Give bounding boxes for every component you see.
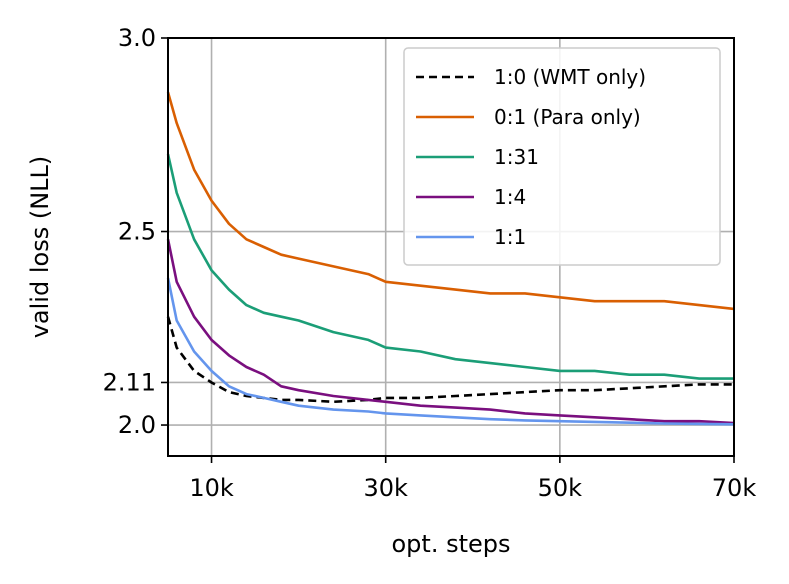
series-line-2: [166, 91, 735, 311]
x-tick-label: 70k: [712, 474, 757, 502]
series-line-5: [166, 277, 735, 426]
y-tick-label: 2.5: [118, 218, 156, 246]
y-tick-label: 3.0: [118, 24, 156, 52]
legend-label: 1:0 (WMT only): [494, 65, 646, 89]
series-line-1: [166, 316, 734, 404]
axes: 10k 30k 50k 70k 2.0 2.11 2.5 3.0: [103, 24, 757, 502]
x-tick-label: 10k: [189, 474, 234, 502]
series-lines: [166, 91, 735, 426]
legend-label: 0:1 (Para only): [494, 105, 641, 129]
x-tick-label: 30k: [363, 474, 408, 502]
y-tick-label: 2.11: [103, 368, 156, 396]
y-tick-label: 2.0: [118, 411, 156, 439]
y-axis-title: valid loss (NLL): [26, 156, 54, 339]
plot-frame: [167, 37, 735, 457]
legend-label: 1:4: [494, 185, 526, 209]
series-line-3: [166, 153, 734, 380]
x-tick-label: 50k: [538, 474, 583, 502]
legend-label: 1:31: [494, 145, 539, 169]
legend-label: 1:1: [494, 225, 526, 249]
legend: 1:0 (WMT only) 0:1 (Para only) 1:31 1:4 1:1: [403, 47, 721, 266]
legend-box: [403, 47, 721, 266]
series-line-4: [166, 239, 735, 425]
x-axis-title: opt. steps: [391, 530, 510, 558]
